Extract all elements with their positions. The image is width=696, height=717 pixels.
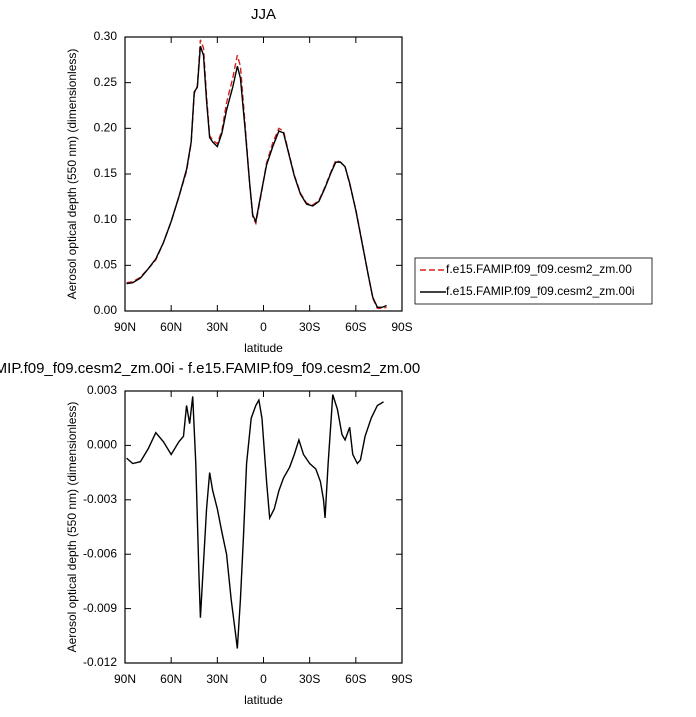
x-tick-label: 30N	[206, 320, 228, 334]
legend-label: f.e15.FAMIP.f09_f09.cesm2_zm.00	[446, 262, 632, 276]
data-line	[126, 394, 384, 649]
x-tick-label: 90N	[114, 320, 136, 334]
x-tick-label: 60N	[160, 320, 182, 334]
y-tick-label: 0.05	[94, 258, 118, 272]
x-tick-label: 60S	[345, 672, 366, 686]
y-tick-label: -0.009	[83, 601, 117, 615]
x-tick-label: 30N	[206, 672, 228, 686]
x-tick-label: 30S	[299, 320, 320, 334]
y-tick-label: 0.15	[94, 166, 118, 180]
y-tick-label: -0.006	[83, 546, 117, 560]
x-axis-label: latitude	[244, 341, 283, 355]
y-tick-label: 0.003	[87, 383, 117, 397]
x-tick-label: 0	[260, 672, 267, 686]
chart-title: JJA	[251, 6, 276, 23]
data-line	[126, 45, 387, 309]
x-axis-label: latitude	[244, 693, 283, 707]
plot-frame	[124, 390, 403, 664]
data-line	[126, 39, 387, 309]
x-tick-label: 60N	[160, 672, 182, 686]
y-tick-label: -0.003	[83, 492, 117, 506]
x-tick-label: 0	[260, 320, 267, 334]
legend-box	[414, 257, 653, 305]
y-tick-label: 0.10	[94, 212, 118, 226]
legend-label: f.e15.FAMIP.f09_f09.cesm2_zm.00i	[446, 284, 635, 298]
x-tick-label: 30S	[299, 672, 320, 686]
x-tick-label: 90S	[391, 672, 412, 686]
x-tick-label: 60S	[345, 320, 366, 334]
y-tick-label: 0.00	[94, 303, 118, 317]
x-tick-label: 90S	[391, 320, 412, 334]
y-tick-label: 0.20	[94, 121, 118, 135]
y-axis-label: Aerosol optical depth (550 nm) (dimensio…	[65, 49, 79, 300]
y-tick-label: 0.25	[94, 75, 118, 89]
y-tick-label: -0.012	[83, 655, 117, 669]
y-tick-label: 0.30	[94, 29, 118, 43]
y-tick-label: 0.000	[87, 438, 117, 452]
y-axis-label: Aerosol optical depth (550 nm) (dimensio…	[65, 402, 79, 653]
chart-title: f.e15.FAMIP.f09_f09.cesm2_zm.00i - f.e15…	[0, 360, 420, 377]
x-tick-label: 90N	[114, 672, 136, 686]
plot-frame	[124, 36, 403, 312]
